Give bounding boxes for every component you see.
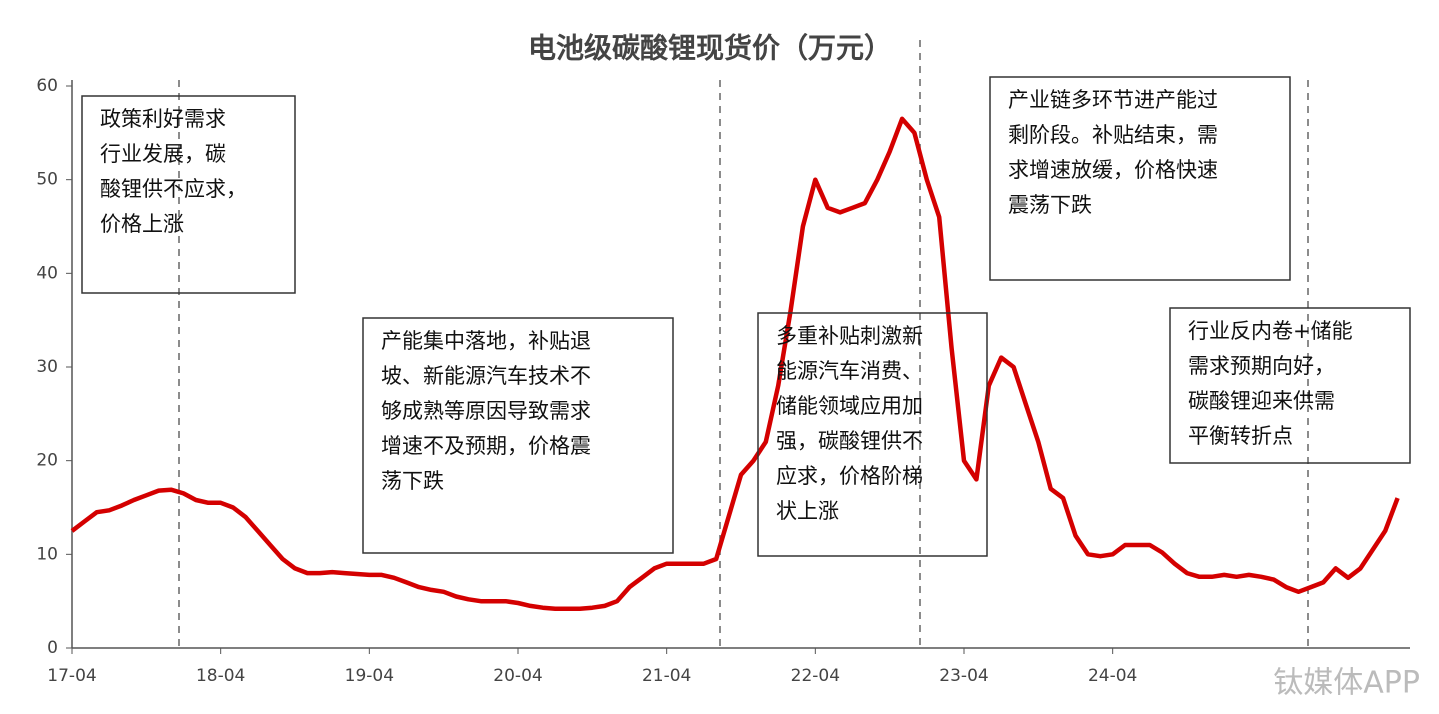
- annotation-text: 行业反内卷+储能: [1188, 319, 1353, 343]
- x-tick-label: 18-04: [196, 666, 245, 686]
- y-tick-label: 60: [36, 76, 58, 96]
- annotation-text: 状上涨: [776, 499, 839, 523]
- annotation-text: 价格上涨: [100, 212, 184, 236]
- annotation-text: 储能领域应用加: [776, 394, 923, 418]
- y-tick-label: 50: [36, 170, 58, 190]
- x-tick-label: 17-04: [47, 666, 96, 686]
- x-tick-label: 20-04: [493, 666, 542, 686]
- annotation-text: 增速不及预期，价格震: [381, 434, 591, 458]
- annotation-box: [81, 95, 296, 294]
- price-line: [70, 116, 1400, 611]
- annotation-text: 产业链多环节进产能过: [1008, 88, 1218, 112]
- y-tick-label: 20: [36, 451, 58, 471]
- annotation-text: 行业发展，碳: [100, 142, 226, 166]
- y-tick-label: 0: [47, 638, 58, 658]
- y-tick-label: 30: [36, 357, 58, 377]
- annotation-text: 政策利好需求: [100, 107, 226, 131]
- annotation-text: 碳酸锂迎来供需: [1188, 389, 1335, 413]
- annotation-text: 够成熟等原因导致需求: [381, 399, 591, 423]
- annotation-box: [989, 76, 1291, 281]
- annotation-text: 应求，价格阶梯: [776, 464, 923, 488]
- y-tick-label: 40: [36, 263, 58, 283]
- annotation-text: 强，碳酸锂供不: [776, 429, 923, 453]
- annotation-text: 能源汽车消费、: [776, 359, 923, 383]
- annotation-text: 产能集中落地，补贴退: [381, 329, 591, 353]
- annotation-text: 平衡转折点: [1188, 424, 1293, 448]
- annotation-box: [757, 312, 988, 557]
- annotation-text: 荡下跌: [381, 469, 444, 493]
- x-tick-label: 21-04: [642, 666, 691, 686]
- annotation-text: 酸锂供不应求，: [100, 177, 247, 201]
- annotation: 产能集中落地，补贴退坡、新能源汽车技术不够成熟等原因导致需求增速不及预期，价格震…: [362, 317, 674, 554]
- annotation-text: 坡、新能源汽车技术不: [381, 364, 591, 388]
- x-tick-label: 19-04: [345, 666, 394, 686]
- watermark: 钛媒体APP: [1273, 666, 1420, 701]
- y-tick-label: 10: [36, 544, 58, 564]
- annotation-text: 求增速放缓，价格快速: [1008, 158, 1218, 182]
- x-tick-label: 23-04: [939, 666, 988, 686]
- chart-title: 电池级碳酸锂现货价（万元）: [528, 32, 892, 65]
- annotation-box: [1169, 307, 1411, 464]
- x-tick-label: 24-04: [1088, 666, 1137, 686]
- annotation-text: 多重补贴刺激新: [776, 324, 923, 348]
- annotation-text: 剩阶段。补贴结束，需: [1008, 123, 1218, 147]
- annotation-text: 需求预期向好，: [1188, 354, 1335, 378]
- annotation-text: 震荡下跌: [1008, 193, 1092, 217]
- x-tick-label: 22-04: [791, 666, 840, 686]
- annotation-box: [362, 317, 674, 554]
